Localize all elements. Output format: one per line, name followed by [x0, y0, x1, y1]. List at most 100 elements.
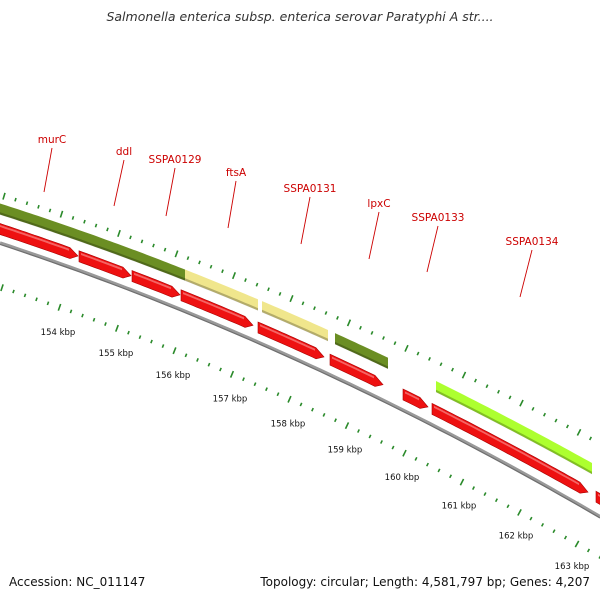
backbone-line	[0, 241, 600, 519]
cds-track	[0, 223, 600, 505]
accession-label: Accession: NC_011147	[9, 575, 146, 589]
upper-major-tick	[461, 371, 467, 379]
gene-label: SSPA0133	[412, 212, 465, 224]
lower-major-tick	[517, 508, 522, 516]
lower-minor-tick	[161, 344, 165, 349]
upper-minor-tick	[244, 278, 247, 283]
gene-leader-line	[300, 196, 311, 245]
upper-major-tick	[231, 272, 237, 280]
upper-minor-tick	[474, 378, 477, 383]
lower-minor-tick	[563, 535, 568, 540]
lower-minor-tick	[219, 367, 222, 372]
lower-minor-tick	[357, 429, 360, 433]
feature-track	[0, 203, 592, 475]
topology-stats: Topology: circular; Length: 4,581,797 bp…	[260, 575, 590, 589]
lower-minor-tick	[242, 377, 245, 382]
gene-label: ftsA	[226, 167, 247, 179]
cds-arrow-highlight	[183, 292, 244, 320]
lower-minor-tick	[127, 330, 130, 335]
lower-minor-tick	[540, 522, 545, 527]
upper-minor-tick	[416, 351, 420, 356]
lower-major-tick	[0, 284, 4, 292]
upper-minor-tick	[163, 247, 167, 252]
map-title: Salmonella enterica subsp. enterica sero…	[106, 9, 494, 24]
feature-block	[0, 203, 135, 262]
upper-minor-tick	[382, 336, 385, 340]
upper-minor-tick	[71, 215, 75, 220]
lower-minor-tick	[368, 434, 372, 439]
upper-minor-tick	[393, 341, 397, 346]
gene-label: murC	[38, 134, 67, 146]
upper-minor-tick	[48, 208, 52, 213]
scale-label: 159 kbp	[328, 446, 363, 456]
lower-major-tick	[172, 347, 177, 355]
cds-arrow	[402, 388, 429, 409]
upper-minor-tick	[485, 384, 489, 389]
upper-tick-track	[2, 192, 593, 441]
lower-minor-tick	[449, 474, 453, 479]
lower-minor-tick	[598, 555, 600, 559]
upper-minor-tick	[129, 235, 132, 240]
upper-minor-tick	[221, 269, 224, 274]
gene-leader-line	[165, 167, 176, 217]
lower-minor-tick	[552, 529, 556, 534]
lower-minor-tick	[207, 362, 211, 367]
upper-minor-tick	[278, 291, 282, 296]
feature-block	[135, 250, 185, 281]
upper-minor-tick	[370, 330, 374, 335]
upper-major-tick	[117, 229, 121, 237]
gene-label: SSPA0129	[149, 154, 202, 166]
cds-arrow	[131, 270, 181, 298]
lower-minor-tick	[276, 392, 280, 397]
cds-arrow-highlight	[405, 391, 419, 401]
lower-minor-tick	[12, 289, 15, 294]
lower-minor-tick	[299, 402, 303, 407]
lower-minor-tick	[414, 456, 418, 461]
cds-arrow	[595, 490, 600, 505]
lower-major-tick	[229, 370, 235, 378]
lower-minor-tick	[437, 468, 441, 473]
gene-label: lpxC	[367, 198, 390, 210]
lower-minor-tick	[46, 301, 50, 306]
gene-leader-line	[368, 211, 380, 260]
upper-minor-tick	[451, 367, 454, 372]
upper-minor-tick	[106, 227, 109, 232]
upper-minor-tick	[497, 389, 501, 394]
gene-leader-line	[426, 225, 439, 273]
upper-minor-tick	[554, 418, 558, 423]
cds-arrow-highlight	[332, 356, 374, 379]
lower-minor-tick	[196, 358, 199, 362]
lower-major-tick	[57, 303, 62, 311]
lower-minor-tick	[425, 462, 429, 467]
upper-major-tick	[576, 428, 582, 436]
scale-label: 162 kbp	[499, 532, 534, 542]
cds-arrow-highlight	[0, 225, 69, 251]
scale-label: 160 kbp	[385, 473, 420, 483]
scale-label: 161 kbp	[442, 502, 477, 512]
lower-major-tick	[402, 449, 407, 457]
lower-minor-tick	[23, 293, 27, 298]
upper-major-tick	[404, 344, 409, 352]
upper-minor-tick	[255, 282, 259, 287]
lower-tick-track	[0, 284, 600, 559]
cds-arrow-highlight	[434, 405, 579, 486]
lower-minor-tick	[334, 418, 337, 423]
lower-minor-tick	[150, 339, 153, 344]
upper-minor-tick	[37, 204, 40, 209]
lower-minor-tick	[81, 313, 84, 318]
backbone-track	[0, 241, 600, 519]
cds-arrow-highlight	[81, 253, 122, 271]
upper-minor-tick	[313, 306, 316, 311]
scale-label: 156 kbp	[156, 371, 191, 381]
upper-minor-tick	[543, 412, 547, 417]
lower-minor-tick	[184, 353, 188, 358]
upper-minor-tick	[267, 287, 270, 292]
upper-minor-tick	[198, 260, 201, 265]
lower-minor-tick	[586, 548, 591, 553]
lower-minor-tick	[104, 322, 107, 326]
feature-block	[436, 381, 592, 474]
feature-block	[262, 301, 328, 341]
upper-minor-tick	[588, 436, 593, 441]
lower-minor-tick	[311, 407, 314, 412]
cds-arrow	[329, 353, 384, 387]
